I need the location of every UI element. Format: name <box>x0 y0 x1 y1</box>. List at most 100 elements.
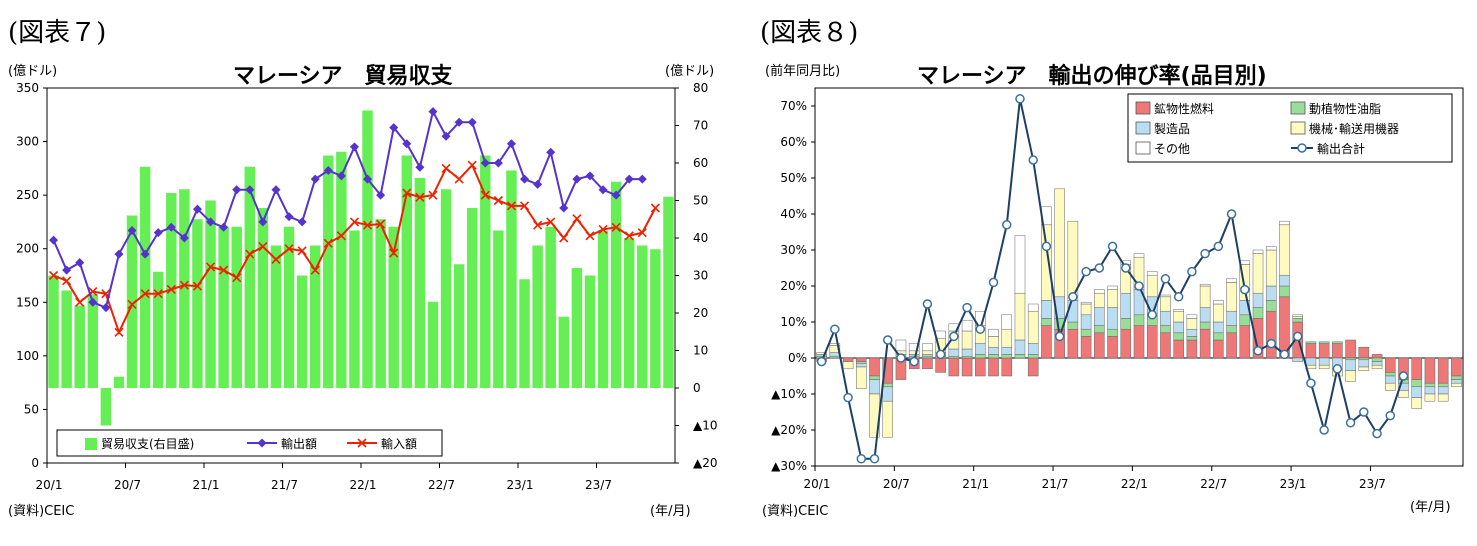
fig7-exports-point <box>506 139 516 149</box>
fig8-vegetable-bar <box>988 354 999 359</box>
fig8-y-tick-label: 30% <box>780 243 807 257</box>
fig8-mineral-bar <box>1318 343 1330 359</box>
fig8-manufactured-bar <box>908 354 920 357</box>
fig8-total-point <box>1200 248 1210 259</box>
fig8-machinery-bar <box>1226 282 1237 312</box>
fig8-y-tick-label: 10% <box>780 315 807 329</box>
fig7-exports-point <box>389 123 399 133</box>
fig7-balance-bar <box>218 226 229 388</box>
fig8-y-tick-label: 60% <box>780 135 807 149</box>
fig7-exports-point <box>127 226 137 235</box>
fig8-other-bar <box>1146 271 1158 276</box>
fig8-manufactured-bar <box>882 386 894 402</box>
fig8-other-bar <box>1279 220 1290 226</box>
fig7-balance-bar <box>257 208 269 388</box>
fig8-vegetable-bar <box>1252 307 1264 319</box>
fig8-x-unit: (年/月) <box>1410 500 1451 515</box>
fig7-right-tick-label: 30 <box>693 269 708 283</box>
fig7-imports-point <box>637 228 647 238</box>
fig8-mineral-bar <box>1133 325 1145 359</box>
fig7-imports-point <box>323 238 333 248</box>
fig8-manufactured-bar <box>948 348 960 357</box>
fig8-legend-mineral-swatch <box>1135 101 1151 115</box>
fig8-vegetable-bar <box>961 355 973 359</box>
fig8-vegetable-bar <box>1305 341 1317 344</box>
fig8-total-point <box>1121 263 1131 273</box>
fig7-balance-bar <box>427 301 439 388</box>
fig8-mineral-bar <box>1437 357 1449 384</box>
fig7-right-tick-label: 60 <box>693 156 708 170</box>
fig7-exports-point <box>232 185 242 195</box>
fig7-exports-point <box>624 174 634 184</box>
fig7-imports-point <box>219 265 229 275</box>
fig8-machinery-bar <box>1318 364 1330 370</box>
fig8-other-bar <box>1226 278 1237 283</box>
fig8-machinery-bar <box>1411 397 1422 409</box>
fig8-total-point <box>1028 155 1038 165</box>
fig7-exports-point <box>467 117 477 127</box>
fig8-total-point <box>975 324 986 334</box>
fig7-balance-bar <box>414 178 426 388</box>
fig8-vegetable-bar <box>1332 341 1343 344</box>
fig8-vegetable-bar <box>1239 314 1251 326</box>
fig7-exports-point <box>428 107 438 117</box>
fig7-balance-bar <box>637 245 648 388</box>
fig7-imports-point <box>349 217 360 227</box>
fig8-total-point <box>1319 425 1329 435</box>
fig8-total-point <box>1147 310 1157 320</box>
fig8-manufactured-bar <box>1080 314 1092 330</box>
fig8-vegetable-bar <box>1371 357 1383 362</box>
fig8-machinery-bar <box>1398 390 1409 398</box>
fig8-other-bar <box>1213 300 1224 305</box>
fig7-balance-bar <box>453 264 465 388</box>
fig7-left-tick-label: 0 <box>31 456 39 470</box>
fig7-imports-point <box>179 280 189 290</box>
fig8-x-tick-label: 23/7 <box>1359 477 1386 491</box>
fig8-mineral-bar <box>988 357 999 377</box>
fig8-x-tick-label: 22/7 <box>1200 477 1227 491</box>
fig8-total-point <box>922 299 933 309</box>
fig7-balance-bar <box>597 230 609 388</box>
fig7-imports-point <box>336 231 346 241</box>
fig7-exports-point <box>611 190 621 200</box>
fig8-total-point <box>949 331 959 342</box>
fig8-machinery-bar <box>1001 328 1013 348</box>
fig7-imports-point <box>428 190 438 200</box>
fig7-left-tick-label: 50 <box>24 402 39 416</box>
fig7-imports-point <box>205 262 216 272</box>
fig8-manufactured-bar <box>1384 375 1396 384</box>
fig8-total-point <box>1240 284 1250 295</box>
fig7-imports-point <box>284 244 294 254</box>
fig8-mineral-bar <box>961 357 973 377</box>
fig7-right-tick-label: 70 <box>693 119 708 133</box>
fig8-vegetable-bar <box>1345 357 1356 361</box>
fig8-machinery-bar <box>908 350 920 355</box>
fig8-mineral-bar <box>1041 325 1052 359</box>
fig8-vegetable-bar <box>1041 318 1052 326</box>
fig7-balance-bar <box>113 376 125 388</box>
fig8-total-point <box>1266 338 1276 349</box>
fig7-exports-point <box>258 217 268 227</box>
fig8-total-point <box>1081 266 1091 277</box>
fig8-mineral-bar <box>842 357 854 362</box>
fig8-manufactured-bar <box>1451 379 1462 384</box>
fig7-exports-point <box>219 222 229 232</box>
fig7-imports-point <box>127 299 137 309</box>
fig8-vegetable-bar <box>1318 341 1330 344</box>
fig8-vegetable-bar <box>1120 318 1132 330</box>
fig8-y-tick-label: ▲10% <box>771 387 807 401</box>
fig7-imports-point <box>140 289 150 299</box>
fig8-vegetable-bar <box>1067 321 1079 330</box>
fig8-machinery-bar <box>1080 303 1092 316</box>
fig8-other-bar <box>961 319 973 332</box>
fig8-other-bar <box>1160 294 1171 298</box>
fig7-exports-point <box>179 233 189 243</box>
fig8-mineral-bar <box>1067 328 1079 359</box>
fig7-balance-bar <box>323 155 334 388</box>
fig7-legend-balance: 貿易収支(右目盛) <box>101 436 194 451</box>
fig8-mineral-bar <box>1451 357 1462 377</box>
fig8-vegetable-bar <box>1358 357 1370 361</box>
fig8-other-bar <box>1252 249 1264 254</box>
fig7-exports-point <box>75 258 85 268</box>
